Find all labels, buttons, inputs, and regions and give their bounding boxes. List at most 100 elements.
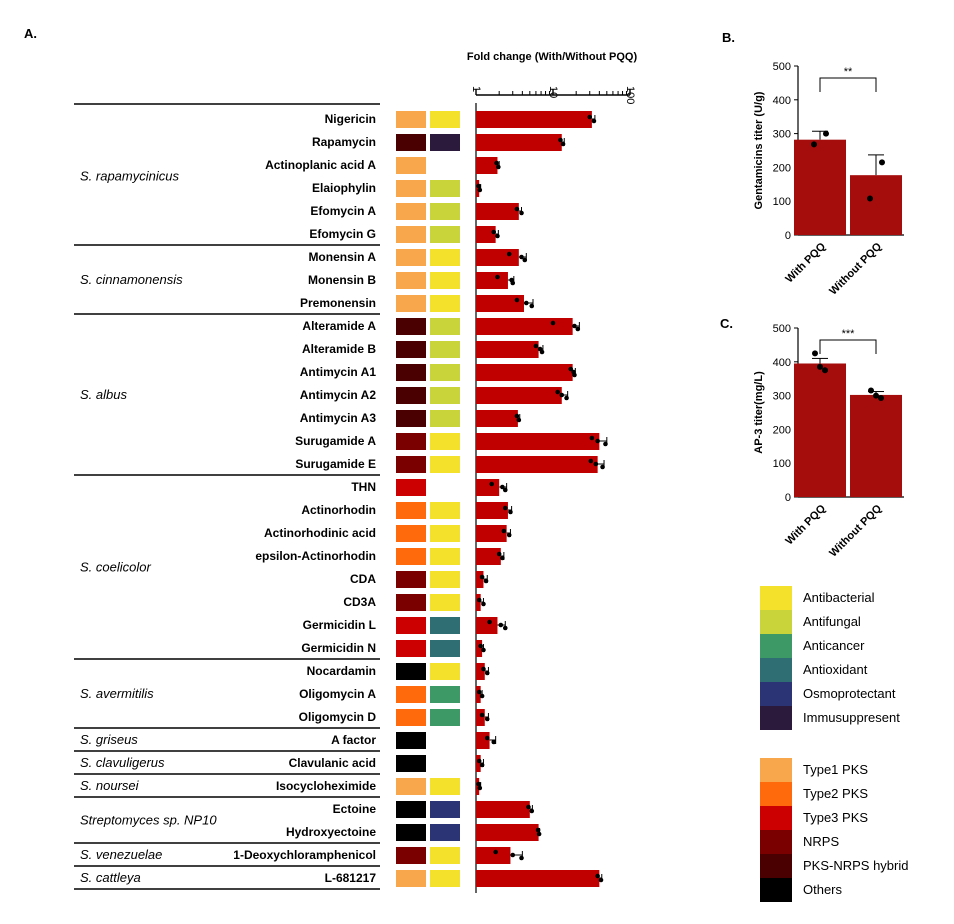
class-swatch — [396, 525, 426, 542]
activity-swatch — [430, 548, 460, 565]
class-swatch — [396, 226, 426, 243]
class-swatch — [396, 502, 426, 519]
species-label: S. noursei — [80, 778, 140, 793]
fold-change-bar — [476, 732, 490, 749]
replicate-point — [506, 251, 512, 257]
activity-swatch — [430, 709, 460, 726]
replicate-point — [595, 873, 600, 879]
replicate-point — [479, 693, 485, 699]
compound-label: Actinorhodin — [301, 503, 376, 517]
species-label: S. albus — [80, 387, 127, 402]
fold-change-bar — [476, 456, 598, 473]
class-swatch — [396, 410, 426, 427]
replicate-point — [811, 141, 817, 148]
legend-swatch — [760, 634, 792, 658]
compound-label: Surugamide E — [295, 457, 376, 471]
legend-swatch — [760, 586, 792, 610]
replicate-point — [483, 578, 489, 584]
class-swatch — [396, 364, 426, 381]
fold-change-bar — [476, 571, 484, 588]
class-swatch — [396, 318, 426, 335]
replicate-point — [479, 574, 485, 580]
legend-label: Type1 PKS — [803, 762, 868, 777]
replicate-point — [539, 349, 545, 355]
activity-swatch — [430, 663, 460, 680]
replicate-point — [500, 555, 505, 561]
replicate-point — [487, 619, 492, 625]
activity-swatch — [430, 226, 460, 243]
activity-swatch — [430, 410, 460, 427]
legend-label: Antioxidant — [803, 662, 868, 677]
legend-label: Anticancer — [803, 638, 865, 653]
class-swatch — [396, 387, 426, 404]
species-label: Streptomyces sp. NP10 — [80, 813, 217, 828]
replicate-point — [500, 484, 505, 490]
replicate-point — [593, 461, 599, 467]
legend-label: PKS-NRPS hybrid — [803, 858, 908, 873]
fold-change-bar — [476, 824, 539, 841]
activity-swatch — [430, 341, 460, 358]
replicate-point — [502, 505, 508, 511]
replicate-point — [823, 130, 829, 137]
activity-swatch — [430, 203, 460, 220]
compound-label: Rapamycin — [312, 135, 376, 149]
replicate-point — [491, 229, 497, 235]
fold-change-bar — [476, 778, 480, 795]
fold-change-bar — [476, 272, 508, 289]
species-label: S. avermitilis — [80, 686, 154, 701]
replicate-point — [878, 394, 884, 401]
panel-label-a: A. — [24, 26, 37, 41]
replicate-point — [489, 481, 495, 487]
replicate-point — [867, 195, 873, 202]
activity-swatch — [430, 686, 460, 703]
compound-label: Elaiophylin — [312, 181, 376, 195]
class-swatch — [396, 640, 426, 657]
compound-label: Nocardamin — [307, 664, 376, 678]
fold-change-bar — [476, 502, 508, 519]
fold-change-bar — [476, 180, 480, 197]
compound-label: Actinoplanic acid A — [265, 158, 376, 172]
compound-label: Surugamide A — [295, 434, 376, 448]
panel-a-x-tick-label: 100 — [624, 86, 636, 104]
x-category-label: Without PQQ — [827, 240, 884, 297]
legend-swatch — [760, 610, 792, 634]
class-swatch — [396, 341, 426, 358]
replicate-point — [529, 808, 535, 814]
replicate-point — [514, 206, 520, 212]
compound-label: Ectoine — [333, 802, 377, 816]
fold-change-bar — [476, 318, 573, 335]
replicate-point — [559, 392, 565, 398]
replicate-point — [493, 849, 498, 855]
class-swatch — [396, 272, 426, 289]
y-tick-label: 0 — [785, 492, 791, 504]
fold-change-bar — [476, 709, 485, 726]
compound-label: L-681217 — [325, 871, 377, 885]
replicate-point — [479, 762, 485, 768]
replicate-point — [568, 366, 574, 372]
class-swatch — [396, 134, 426, 151]
legend-label: Type3 PKS — [803, 810, 868, 825]
fold-change-bar — [476, 525, 507, 542]
panel-a-x-axis-label: Fold change (With/Without PQQ) — [467, 51, 638, 63]
fold-change-bar — [476, 617, 498, 634]
legend-label: Antifungal — [803, 614, 861, 629]
class-swatch — [396, 548, 426, 565]
replicate-point — [481, 666, 486, 672]
legend-swatch — [760, 830, 792, 854]
fold-change-bar — [476, 387, 562, 404]
fold-change-bar — [476, 134, 562, 151]
activity-swatch — [430, 778, 460, 795]
significance-label: ** — [844, 66, 853, 78]
y-tick-label: 300 — [773, 129, 791, 141]
y-tick-label: 500 — [773, 323, 791, 335]
activity-swatch — [430, 525, 460, 542]
significance-label: *** — [842, 328, 856, 340]
replicate-point — [476, 183, 481, 189]
activity-swatch — [430, 249, 460, 266]
class-swatch — [396, 249, 426, 266]
replicate-point — [591, 118, 597, 124]
y-tick-label: 300 — [773, 391, 791, 403]
class-swatch — [396, 755, 426, 772]
legend-swatch — [760, 658, 792, 682]
y-tick-label: 400 — [773, 357, 791, 369]
